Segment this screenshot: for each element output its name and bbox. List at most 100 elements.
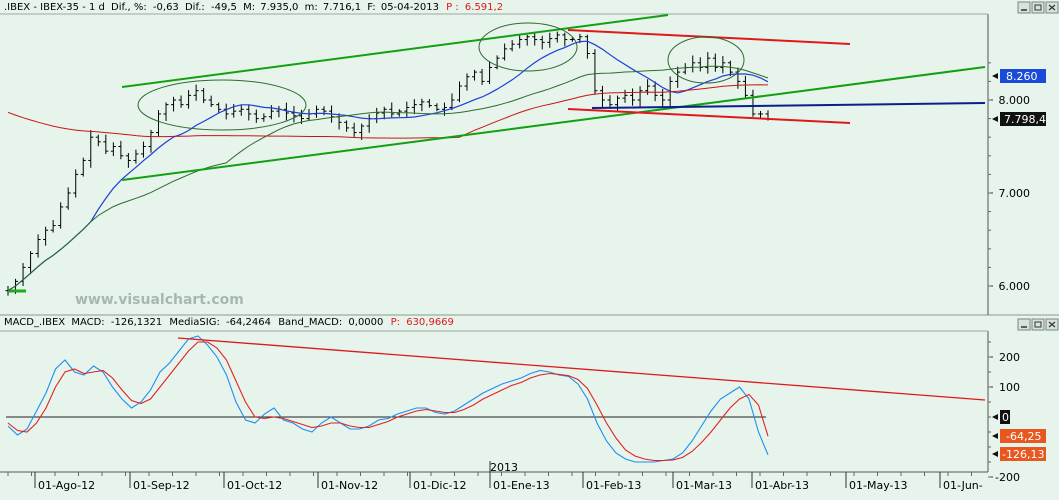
price-bar [652, 81, 658, 102]
sma-green-line [7, 65, 769, 292]
price-bar [133, 149, 139, 164]
macd-p-value: 630,9669 [406, 317, 454, 328]
price-bar [118, 140, 124, 160]
date-label: F: [367, 2, 375, 13]
channel-lower-trendline [121, 66, 986, 181]
price-bar [607, 95, 613, 109]
price-index-name: IBEX-35 [40, 2, 79, 13]
sma-blue-line [7, 40, 769, 292]
price-bar [65, 187, 71, 210]
dif-pct-label: Dif., %: [111, 2, 147, 13]
macd-maximize-button[interactable] [1031, 318, 1045, 331]
price-bar [216, 102, 222, 114]
price-bar [171, 96, 177, 112]
price-bar [426, 99, 432, 108]
price-bar [253, 109, 259, 123]
price-bar [742, 75, 748, 99]
signal-value: -64,2464 [226, 317, 271, 328]
x-tick-label: 01-Jun- [943, 479, 983, 492]
macd-trendline [177, 337, 986, 401]
price-bar [615, 95, 621, 112]
price-bar [494, 55, 500, 70]
close-last-badge [1000, 112, 1046, 126]
band-last-badge [1000, 410, 1010, 424]
price-bar [103, 134, 109, 155]
p-label: P : [446, 2, 459, 13]
macd-y-tick-label: 200 [999, 351, 1020, 364]
signal-last-value: -64,25 [1006, 430, 1041, 443]
marker-arrow-icon [992, 451, 998, 457]
price-bar [95, 134, 101, 147]
marker-arrow-icon [992, 116, 998, 122]
price-bar [404, 101, 410, 117]
price-bar [291, 105, 297, 123]
min-value: 7.716,1 [323, 2, 361, 13]
price-bar [28, 251, 34, 275]
price-bar [43, 226, 49, 246]
channel-upper-trendline [121, 14, 669, 88]
date-value: 05-04-2013 [381, 2, 439, 13]
x-tick-label: 01-Mar-13 [676, 479, 732, 492]
price-panel-bg [0, 0, 1059, 315]
macd-p-label: P: [391, 317, 400, 328]
price-bar [705, 52, 711, 74]
price-bar [720, 56, 726, 74]
p-value: 6.591,2 [465, 2, 503, 13]
max-value: 7.935,0 [260, 2, 298, 13]
price-bar [757, 110, 763, 119]
macd-close-button[interactable] [1045, 318, 1059, 331]
price-bar [449, 93, 455, 111]
price-bar [344, 120, 350, 132]
price-bar [419, 98, 425, 112]
price-bar [35, 234, 41, 258]
price-bar [727, 60, 733, 77]
price-bar [712, 53, 718, 72]
macd-line [7, 335, 769, 463]
marker-arrow-icon [992, 433, 998, 439]
macd-minimize-button[interactable] [1017, 318, 1031, 331]
price-maximize-button[interactable] [1031, 1, 1045, 14]
x-tick-label: 01-Abr-13 [755, 479, 809, 492]
x-tick-label: 01-Oct-12 [227, 479, 282, 492]
price-bar [532, 32, 538, 46]
price-bar [509, 40, 515, 52]
price-close-button[interactable] [1045, 1, 1059, 14]
x-tick-label: 01-Ago-12 [38, 479, 95, 492]
price-bar [178, 95, 184, 108]
price-header: .IBEX - IBEX-35 - 1 d Dif., %: -0,63 Dif… [4, 2, 503, 13]
signal-line [7, 341, 769, 462]
price-bar [261, 113, 267, 122]
macd-header: MACD_.IBEX MACD: -126,1321 MediaSIG: -64… [4, 317, 454, 328]
y-tick-label: 8.000 [999, 94, 1031, 107]
x-tick-label: 01-Sep-12 [133, 479, 190, 492]
price-bar [389, 102, 395, 118]
macd-value: -126,1321 [111, 317, 162, 328]
price-bar [472, 69, 478, 81]
price-bar [110, 142, 116, 157]
price-bar [456, 81, 462, 103]
price-bar [201, 88, 207, 104]
price-bar [155, 110, 161, 137]
price-bar [464, 73, 470, 91]
price-bar [73, 169, 79, 198]
sma-red-line [7, 84, 769, 139]
maximize-icon [1034, 4, 1042, 11]
macd-last-value: -126,13 [1002, 448, 1044, 461]
price-bar [125, 152, 131, 168]
price-bar [637, 86, 643, 108]
support-red-trendline [567, 108, 851, 124]
price-minimize-button[interactable] [1017, 1, 1031, 14]
macd-last-badge [1000, 447, 1046, 461]
price-bar [524, 34, 530, 46]
price-bar [539, 35, 545, 50]
price-bar [58, 202, 64, 229]
highlight-ellipse [137, 79, 307, 131]
price-bar [238, 104, 244, 116]
price-bar [193, 84, 199, 101]
price-bar [750, 89, 756, 117]
close-icon [1048, 4, 1056, 11]
price-bar [599, 85, 605, 107]
price-bar [411, 99, 417, 115]
price-bar [140, 141, 146, 158]
